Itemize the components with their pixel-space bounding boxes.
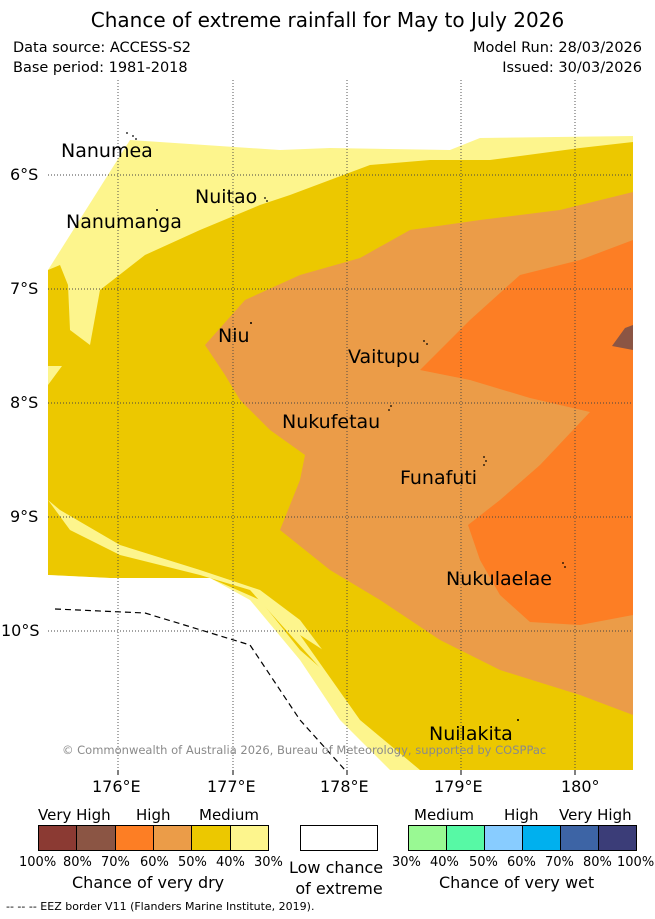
low-chance-label-2: of extreme bbox=[295, 879, 383, 898]
dry-colorbar bbox=[38, 825, 269, 851]
place-label: Funafuti bbox=[400, 467, 478, 489]
graticule bbox=[48, 80, 633, 770]
place-label: Niu bbox=[218, 325, 250, 347]
dry-tick: 100% bbox=[19, 855, 57, 870]
dry-swatch bbox=[153, 826, 193, 850]
dry-legend-label: Chance of very dry bbox=[72, 873, 225, 892]
place-label: Nuitao bbox=[195, 186, 258, 208]
dry-tick: 70% bbox=[101, 855, 130, 870]
lon-label: 176°E bbox=[92, 777, 141, 796]
dry-swatch bbox=[39, 826, 78, 850]
lon-label: 179°E bbox=[434, 777, 483, 796]
dry-swatch bbox=[77, 826, 116, 850]
dry-tick: 50% bbox=[178, 855, 207, 870]
wet-swatch bbox=[409, 826, 447, 850]
low-chance-label-1: Low chance bbox=[289, 858, 384, 877]
wet-swatch bbox=[485, 826, 523, 850]
wet-header-very-high: Very High bbox=[559, 806, 632, 824]
wet-swatch bbox=[561, 826, 599, 850]
place-label: Nanumea bbox=[61, 140, 153, 162]
dry-header-medium: Medium bbox=[199, 806, 259, 824]
dry-swatch bbox=[192, 826, 231, 850]
copyright-note: © Commonwealth of Australia 2026, Bureau… bbox=[62, 743, 547, 757]
dry-tick: 60% bbox=[140, 855, 169, 870]
wet-tick: 70% bbox=[545, 855, 574, 870]
wet-swatch bbox=[599, 826, 636, 850]
wet-tick: 30% bbox=[392, 855, 421, 870]
eez-border bbox=[54, 608, 346, 770]
wet-swatch bbox=[447, 826, 485, 850]
lat-label: 7°S bbox=[10, 279, 39, 298]
map-title: Chance of extreme rainfall for May to Ju… bbox=[90, 8, 565, 32]
lon-label: 178°E bbox=[320, 777, 369, 796]
dry-swatch bbox=[115, 826, 154, 850]
lon-label: 177°E bbox=[207, 777, 256, 796]
lon-label: 180° bbox=[561, 777, 600, 796]
dry-tick: 40% bbox=[216, 855, 245, 870]
base-period: Base period: 1981-2018 bbox=[13, 60, 188, 76]
wet-header-medium: Medium bbox=[414, 806, 474, 824]
wet-colorbar bbox=[408, 825, 637, 851]
dry-tick: 30% bbox=[254, 855, 283, 870]
wet-tick: 40% bbox=[430, 855, 459, 870]
wet-tick: 60% bbox=[507, 855, 536, 870]
lat-label: 8°S bbox=[10, 393, 39, 412]
data-source: Data source: ACCESS-S2 bbox=[13, 40, 192, 56]
dry-tick: 80% bbox=[63, 855, 92, 870]
dry-header-very-high: Very High bbox=[38, 806, 111, 824]
lat-label: 6°S bbox=[10, 165, 39, 184]
place-label: Vaitupu bbox=[348, 346, 421, 368]
low-chance-swatch bbox=[300, 825, 378, 851]
zone-low bbox=[48, 575, 390, 770]
wet-swatch bbox=[523, 826, 561, 850]
wet-tick: 80% bbox=[583, 855, 612, 870]
axis-ticks bbox=[117, 770, 576, 775]
place-label: Nukufetau bbox=[282, 411, 381, 433]
lat-label: 10°S bbox=[1, 621, 40, 640]
place-label: Nanumanga bbox=[66, 211, 182, 233]
model-run: Model Run: 28/03/2026 bbox=[472, 40, 642, 56]
dry-swatch bbox=[230, 826, 268, 850]
dry-header-high: High bbox=[136, 806, 171, 824]
wet-legend-label: Chance of very wet bbox=[439, 873, 595, 892]
islands bbox=[126, 132, 566, 721]
zone-dry-70 bbox=[612, 325, 633, 350]
zone-dry-60 bbox=[420, 240, 633, 625]
wet-header-high: High bbox=[504, 806, 539, 824]
place-label: Nukulaelae bbox=[446, 568, 552, 590]
issued-date: Issued: 30/03/2026 bbox=[502, 60, 642, 76]
zone-dry-40-lower bbox=[300, 635, 633, 770]
wet-tick: 50% bbox=[469, 855, 498, 870]
place-label: Nuilakita bbox=[429, 723, 513, 745]
lat-label: 9°S bbox=[10, 507, 39, 526]
wet-tick: 100% bbox=[617, 855, 655, 870]
eez-footnote: -- -- -- EEZ border V11 (Flanders Marine… bbox=[6, 900, 315, 913]
